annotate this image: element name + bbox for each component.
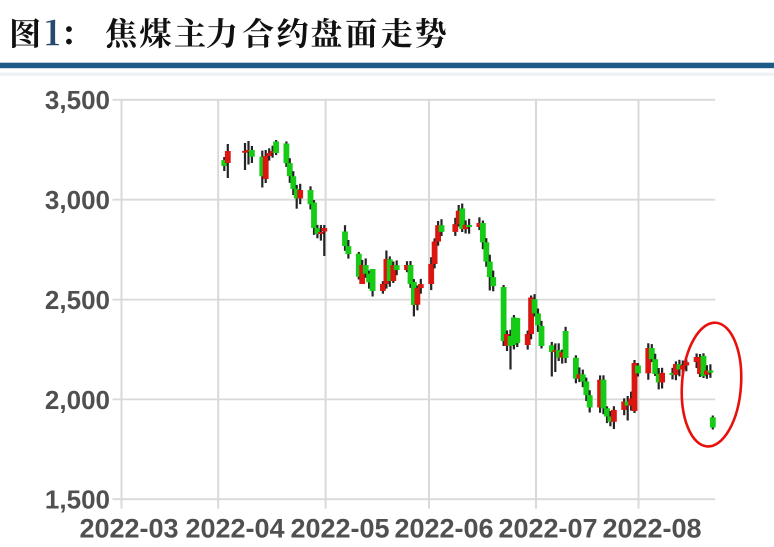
- svg-text:2022-05: 2022-05: [290, 514, 389, 544]
- svg-text:2022-04: 2022-04: [185, 514, 284, 544]
- svg-text:2022-08: 2022-08: [602, 514, 701, 544]
- svg-text:2,500: 2,500: [45, 285, 110, 315]
- svg-text:1,500: 1,500: [45, 485, 110, 515]
- svg-text:3,500: 3,500: [45, 85, 110, 115]
- svg-text:2,000: 2,000: [45, 385, 110, 415]
- svg-text:2022-07: 2022-07: [498, 514, 597, 544]
- svg-text:3,000: 3,000: [45, 185, 110, 215]
- svg-text:2022-06: 2022-06: [394, 514, 493, 544]
- svg-text:2022-03: 2022-03: [79, 514, 178, 544]
